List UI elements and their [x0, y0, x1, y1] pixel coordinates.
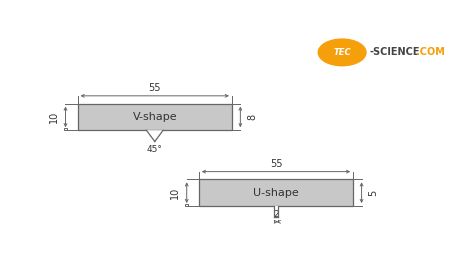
Text: 55: 55 [270, 159, 282, 169]
Bar [274, 206, 278, 217]
Bar [78, 104, 232, 130]
Circle shape [318, 39, 366, 66]
Bar [199, 179, 353, 206]
Text: 45°: 45° [147, 145, 163, 153]
Text: 10: 10 [170, 186, 180, 199]
Text: 8: 8 [247, 114, 257, 120]
Text: 55: 55 [148, 83, 161, 93]
Text: -SCIENCE: -SCIENCE [370, 47, 420, 57]
Text: .COM: .COM [416, 47, 445, 57]
Polygon shape [146, 130, 163, 142]
Text: 2: 2 [273, 210, 279, 219]
Text: U-shape: U-shape [253, 188, 299, 198]
Text: 5: 5 [368, 190, 378, 196]
Bar [64, 128, 67, 130]
Text: 10: 10 [49, 111, 59, 123]
Bar [185, 204, 188, 206]
Text: V-shape: V-shape [132, 112, 177, 122]
Text: TEC: TEC [333, 48, 351, 57]
